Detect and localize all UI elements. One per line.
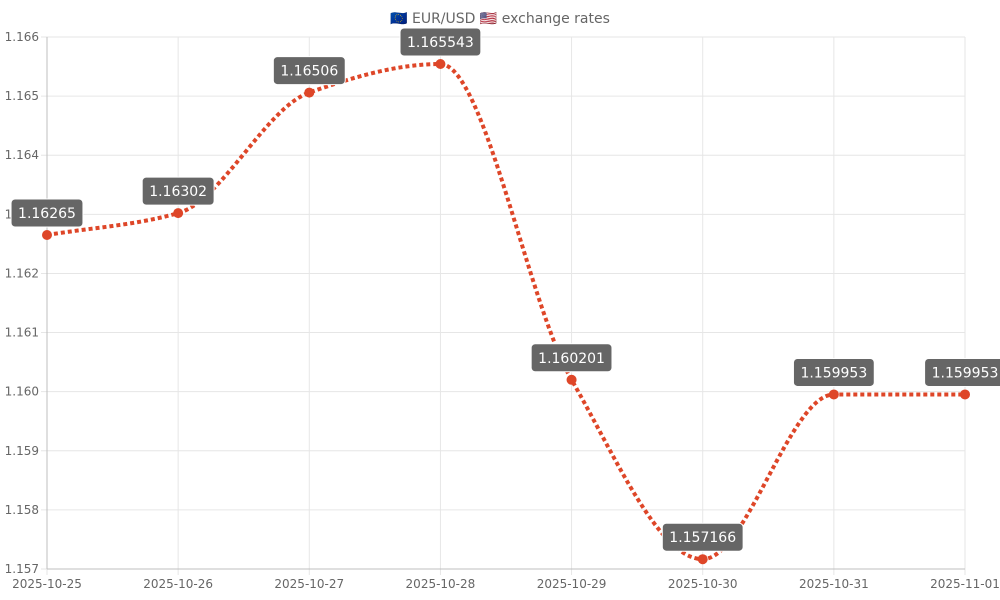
data-labels-layer: 1.16265 1.16302 1.16506 1.165543 1.160201 1.1… <box>10 27 1000 552</box>
x-tick-label: 2025-10-26 <box>143 577 213 591</box>
x-tick-label: 2025-10-25 <box>12 577 82 591</box>
axis-layer: 1.1571.1581.1591.1601.1611.1621.1631.164… <box>5 30 1000 591</box>
x-tick-label: 2025-10-30 <box>668 577 738 591</box>
data-label-box <box>10 198 84 228</box>
data-label-box <box>924 357 1000 387</box>
x-tick-label: 2025-10-31 <box>799 577 869 591</box>
data-point[interactable] <box>566 374 577 385</box>
data-label: 1.16265 <box>10 198 84 228</box>
data-label-box <box>530 343 613 373</box>
y-tick-label: 1.164 <box>5 148 39 162</box>
chart-title: 🇪🇺 EUR/USD 🇺🇸 exchange rates <box>390 11 610 27</box>
y-tick-label: 1.166 <box>5 30 39 44</box>
data-label: 1.157166 <box>661 522 744 552</box>
y-tick-label: 1.162 <box>5 266 39 280</box>
y-tick-label: 1.161 <box>5 326 39 340</box>
data-label-text: 1.16265 <box>18 206 76 222</box>
data-point[interactable] <box>173 208 184 219</box>
data-point[interactable] <box>828 389 839 400</box>
data-label: 1.159953 <box>792 357 875 387</box>
x-tick-label: 2025-11-01 <box>930 577 1000 591</box>
data-label-text: 1.160201 <box>538 351 605 367</box>
data-label: 1.165543 <box>399 27 482 57</box>
data-label-text: 1.157166 <box>669 530 736 546</box>
y-tick-label: 1.157 <box>5 562 39 576</box>
data-label-box <box>399 27 482 57</box>
data-label: 1.159953 <box>924 357 1000 387</box>
data-label-text: 1.16506 <box>280 64 338 80</box>
data-label-box <box>661 522 744 552</box>
data-label-box <box>141 176 215 206</box>
x-tick-label: 2025-10-29 <box>537 577 607 591</box>
grid-layer <box>41 36 966 575</box>
data-label-text: 1.165543 <box>407 35 474 51</box>
data-point[interactable] <box>435 59 446 70</box>
x-tick-label: 2025-10-28 <box>406 577 476 591</box>
data-point[interactable] <box>697 554 708 565</box>
y-tick-label: 1.160 <box>5 385 39 399</box>
data-label-text: 1.16302 <box>149 184 207 200</box>
data-label-box <box>792 357 875 387</box>
y-tick-label: 1.159 <box>5 444 39 458</box>
y-tick-label: 1.158 <box>5 503 39 517</box>
data-label-box <box>272 56 346 86</box>
data-label: 1.160201 <box>530 343 613 373</box>
series-line <box>46 62 965 562</box>
y-tick-label: 1.165 <box>5 89 39 103</box>
data-label: 1.16506 <box>272 56 346 86</box>
data-label-text: 1.159953 <box>800 365 867 381</box>
data-point[interactable] <box>304 87 315 98</box>
data-label-text: 1.159953 <box>932 365 999 381</box>
data-point[interactable] <box>960 389 970 400</box>
data-label: 1.16302 <box>141 176 215 206</box>
points-layer <box>42 59 970 565</box>
data-point[interactable] <box>42 230 52 241</box>
x-tick-label: 2025-10-27 <box>274 577 344 591</box>
series-layer <box>46 62 965 562</box>
